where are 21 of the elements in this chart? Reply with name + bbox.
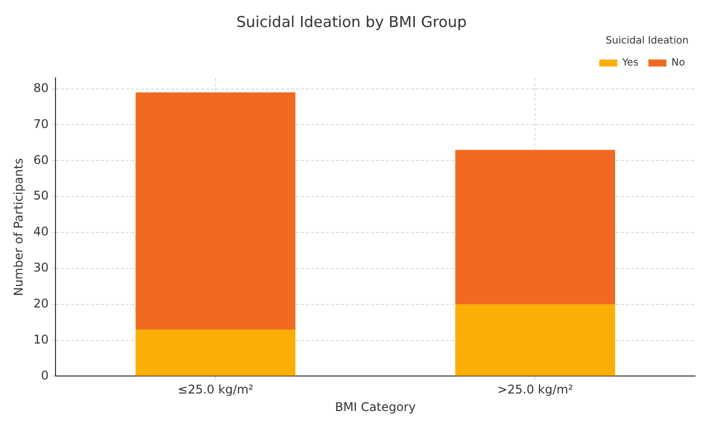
- y-tick-label: 0: [41, 368, 49, 382]
- y-tick-label: 60: [33, 152, 49, 167]
- bar: [136, 329, 296, 376]
- bar: [136, 92, 296, 330]
- bar: [455, 304, 616, 376]
- y-tick-label: 70: [33, 116, 49, 131]
- y-tick-label: 20: [33, 296, 49, 310]
- y-axis-title: Number of Participants: [11, 158, 26, 296]
- legend-title: Suicidal Ideation: [606, 36, 689, 47]
- legend-label: No: [671, 58, 686, 69]
- x-tick-label: ≤25.0 kg/m²: [178, 382, 254, 397]
- y-tick-label: 80: [33, 80, 49, 95]
- chart-title: Suicidal Ideation by BMI Group: [236, 12, 467, 31]
- y-tick-label: 40: [33, 224, 49, 239]
- bar: [455, 150, 616, 304]
- legend-label: Yes: [621, 58, 638, 69]
- y-tick-label: 10: [33, 332, 49, 346]
- x-axis-title: BMI Category: [334, 400, 416, 414]
- y-tick-label: 50: [33, 188, 49, 203]
- x-tick-label: >25.0 kg/m²: [497, 382, 574, 397]
- y-tick-label: 30: [33, 260, 49, 275]
